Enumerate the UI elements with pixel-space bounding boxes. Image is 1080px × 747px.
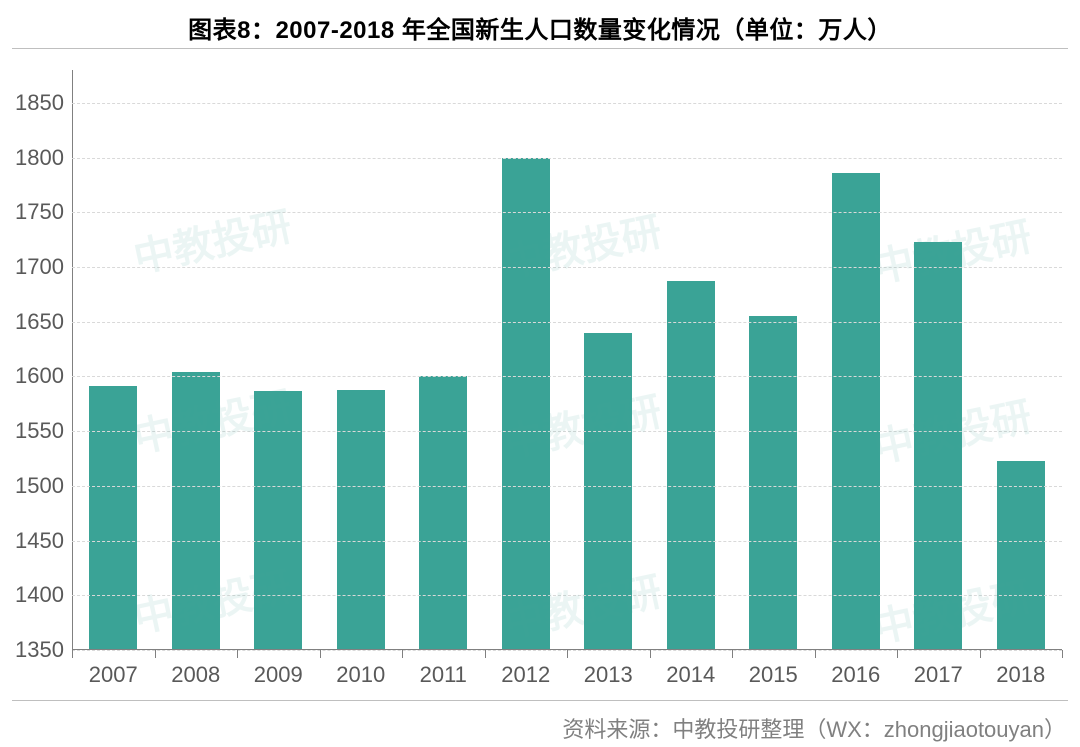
bar xyxy=(172,372,220,650)
gridline xyxy=(72,486,1062,487)
y-tick-label: 1600 xyxy=(15,363,72,389)
source-line: 资料来源：中教投研整理（WX：zhongjiaotouyan） xyxy=(562,712,1066,744)
x-tick xyxy=(732,650,733,658)
bar xyxy=(749,316,797,650)
x-tick-label: 2010 xyxy=(336,662,385,688)
x-tick xyxy=(155,650,156,658)
y-tick-label: 1350 xyxy=(15,637,72,663)
y-tick-label: 1450 xyxy=(15,528,72,554)
x-tick-label: 2007 xyxy=(89,662,138,688)
x-tick-label: 2018 xyxy=(996,662,1045,688)
bar xyxy=(337,390,385,650)
gridline xyxy=(72,541,1062,542)
x-tick-label: 2015 xyxy=(749,662,798,688)
y-tick-label: 1750 xyxy=(15,199,72,225)
x-tick xyxy=(320,650,321,658)
gridline xyxy=(72,376,1062,377)
x-tick xyxy=(402,650,403,658)
y-tick-label: 1650 xyxy=(15,309,72,335)
x-tick xyxy=(815,650,816,658)
x-tick-label: 2016 xyxy=(831,662,880,688)
x-tick-label: 2013 xyxy=(584,662,633,688)
x-tick xyxy=(650,650,651,658)
y-tick-label: 1800 xyxy=(15,145,72,171)
gridline xyxy=(72,431,1062,432)
x-tick xyxy=(72,650,73,658)
x-tick xyxy=(567,650,568,658)
y-tick-label: 1700 xyxy=(15,254,72,280)
x-tick-label: 2011 xyxy=(420,662,467,688)
x-tick-label: 2012 xyxy=(501,662,550,688)
bar xyxy=(997,461,1045,650)
y-tick-label: 1400 xyxy=(15,582,72,608)
plot-area: 2007200820092010201120122013201420152016… xyxy=(72,70,1062,650)
divider-bottom xyxy=(12,700,1068,701)
bar xyxy=(832,173,880,650)
bar xyxy=(419,376,467,650)
chart-area: 2007 2008 2009 2010 2011 2012 2013 2014 2015 2016… xyxy=(0,0,1080,747)
x-tick-label: 2008 xyxy=(171,662,220,688)
x-tick xyxy=(237,650,238,658)
y-tick-label: 1850 xyxy=(15,90,72,116)
x-tick-label: 2017 xyxy=(914,662,963,688)
x-tick xyxy=(485,650,486,658)
figure-container: 图表8：2007-2018 年全国新生人口数量变化情况（单位：万人） 20072… xyxy=(0,0,1080,747)
gridline xyxy=(72,103,1062,104)
x-tick xyxy=(897,650,898,658)
gridline xyxy=(72,212,1062,213)
x-tick-label: 2014 xyxy=(666,662,715,688)
gridline xyxy=(72,158,1062,159)
x-tick xyxy=(980,650,981,658)
bar xyxy=(502,158,550,650)
y-tick-label: 1500 xyxy=(15,473,72,499)
y-tick-label: 1550 xyxy=(15,418,72,444)
bar xyxy=(89,386,137,650)
bar xyxy=(914,242,962,650)
x-tick-label: 2009 xyxy=(254,662,303,688)
x-tick xyxy=(1062,650,1063,658)
gridline xyxy=(72,322,1062,323)
bar xyxy=(584,333,632,650)
gridline xyxy=(72,595,1062,596)
bar xyxy=(254,391,302,650)
gridline xyxy=(72,267,1062,268)
